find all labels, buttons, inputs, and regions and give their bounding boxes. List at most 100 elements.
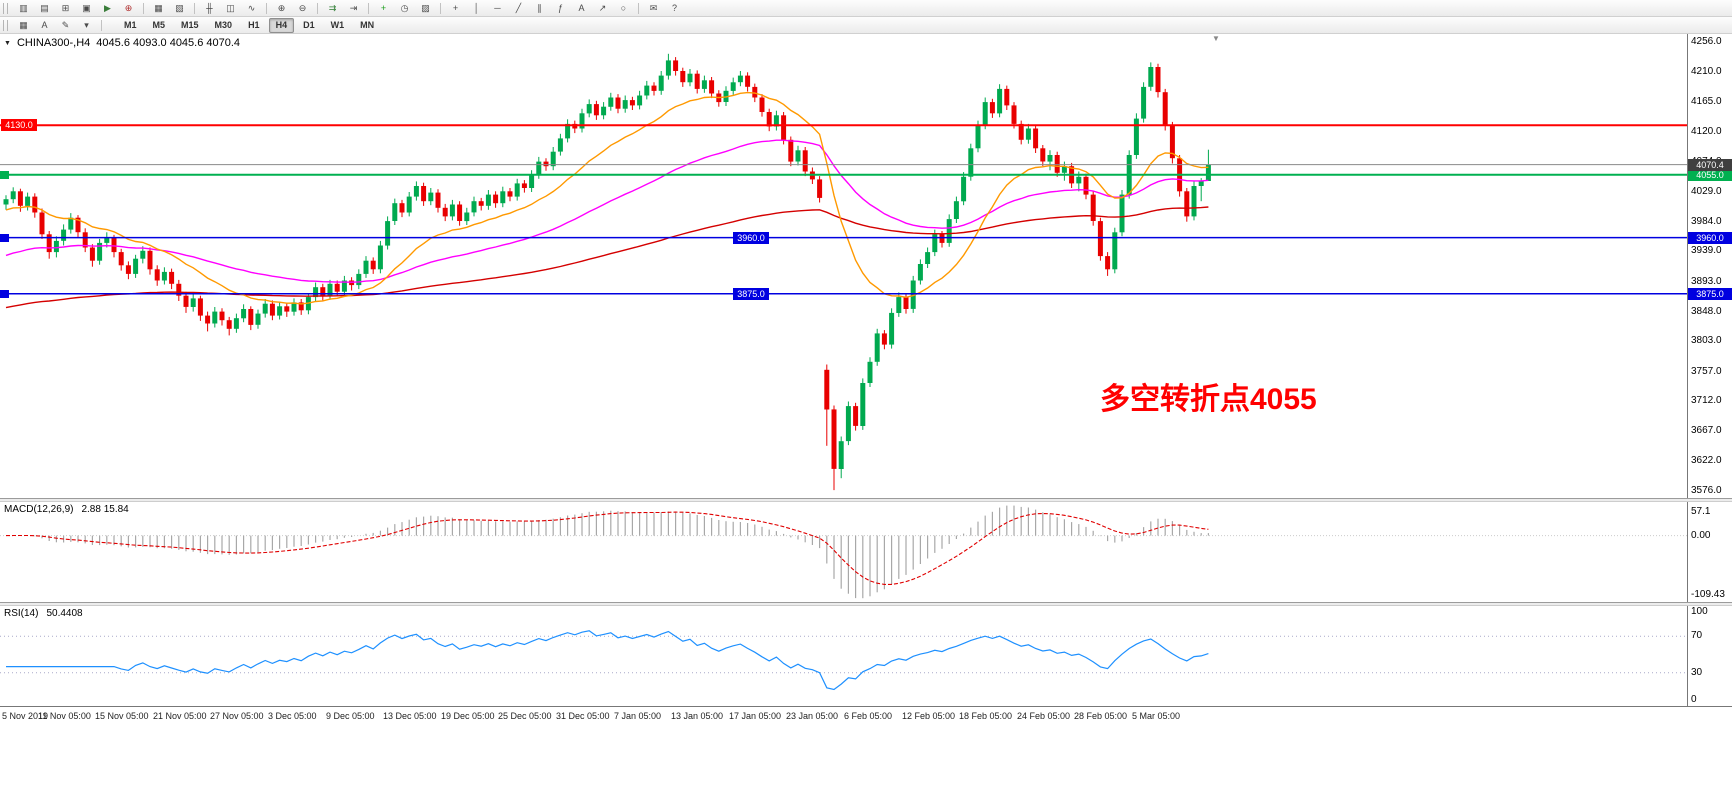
data-window-button[interactable]: ▤ <box>35 1 54 16</box>
price-tick-label: 4210.0 <box>1691 66 1722 77</box>
timeframe-h1-button[interactable]: H1 <box>248 19 260 30</box>
vertical-line-icon: │ <box>473 2 480 13</box>
zoom-out-icon: ⊖ <box>298 2 307 13</box>
market-watch-button[interactable]: ▥ <box>14 1 33 16</box>
rsi-tick-label: 30 <box>1691 667 1703 678</box>
font-button[interactable]: A <box>35 18 54 33</box>
zoom-in-button[interactable]: ⊕ <box>272 1 291 16</box>
axis-price-badge: 3960.0 <box>1688 232 1732 244</box>
toolbar-menu-icon: ▾ <box>84 19 89 30</box>
indicators-icon: + <box>380 2 387 13</box>
crosshair-button[interactable]: + <box>446 1 465 16</box>
templates-button[interactable]: ▨ <box>416 1 435 16</box>
terminal-button[interactable]: ▣ <box>77 1 96 16</box>
draw-button[interactable]: ✎ <box>56 18 75 33</box>
timeframe-h4-button[interactable]: H4 <box>268 17 295 33</box>
timeframe-m5-button[interactable]: M5 <box>152 19 166 30</box>
rsi-tick-label: 0 <box>1691 694 1697 705</box>
timeframe-w1-button[interactable]: W1 <box>330 19 345 30</box>
bars-chart-button[interactable]: ╫ <box>200 1 219 16</box>
toolbar-separator <box>101 19 102 31</box>
arrow-object-button[interactable]: ↗ <box>593 1 612 16</box>
line-chart-button[interactable]: ∿ <box>242 1 261 16</box>
help-button[interactable]: ? <box>665 1 684 16</box>
periods-icon: ◷ <box>400 2 409 13</box>
toolbar-separator <box>266 2 267 14</box>
line-price-badge-left: 4130.0 <box>1 119 37 131</box>
timeframe-d1-button[interactable]: D1 <box>303 19 315 30</box>
price-tick-label: 3622.0 <box>1691 455 1722 466</box>
toolbar-separator <box>317 2 318 14</box>
toolbar-grip[interactable] <box>3 19 8 31</box>
line-price-badge: 3875.0 <box>733 288 769 300</box>
price-tick-label: 4120.0 <box>1691 126 1722 137</box>
equidistant-channel-button[interactable]: ∥ <box>530 1 549 16</box>
new-chart-button[interactable]: ▦ <box>149 1 168 16</box>
indicators-button[interactable]: + <box>374 1 393 16</box>
timeframe-m1-button[interactable]: M1 <box>124 19 137 30</box>
alerts-button[interactable]: ✉ <box>644 1 663 16</box>
macd-values: 2.88 15.84 <box>81 504 129 515</box>
windows-list-button[interactable]: ▦ <box>14 18 33 33</box>
panel-separator[interactable] <box>0 602 1732 606</box>
toolbar-grip[interactable] <box>3 2 8 14</box>
time-tick-label: 5 Nov 2019 <box>2 711 49 721</box>
timeframe-m30-button[interactable]: M30 <box>214 19 233 30</box>
chart-window[interactable]: ▼ CHINA300-,H4 4045.6 4093.0 4045.6 4070… <box>0 33 1732 798</box>
time-tick-label: 12 Feb 05:00 <box>902 711 956 721</box>
strategy-tester-button[interactable]: ▶ <box>98 1 117 16</box>
chart-shift-button[interactable]: ⇥ <box>344 1 363 16</box>
text-label-button[interactable]: A <box>572 1 591 16</box>
navigator-button[interactable]: ⊞ <box>56 1 75 16</box>
macd-panel[interactable]: MACD(12,26,9) 2.88 15.84 57.1 0.00 -109.43 <box>0 502 1732 602</box>
fibonacci-button[interactable]: ƒ <box>551 1 570 16</box>
price-tick-label: 3893.0 <box>1691 276 1722 287</box>
trendline-button[interactable]: ╱ <box>509 1 528 16</box>
annotation-text[interactable]: 多空转折点4055 <box>1100 383 1317 416</box>
price-chart-canvas[interactable] <box>0 34 1687 498</box>
strategy-tester-icon: ▶ <box>104 2 111 13</box>
timeframe-mn-button[interactable]: MN <box>360 19 375 30</box>
zoom-in-icon: ⊕ <box>277 2 286 13</box>
profiles-button[interactable]: ▧ <box>170 1 189 16</box>
time-tick-label: 11 Nov 05:00 <box>38 711 91 721</box>
toolbar-separator <box>440 2 441 14</box>
chart-shift-marker-icon: ▼ <box>1212 34 1220 43</box>
time-tick-label: 28 Feb 05:00 <box>1074 711 1128 721</box>
macd-tick-label: -109.43 <box>1691 589 1725 600</box>
horizontal-line-button[interactable]: ─ <box>488 1 507 16</box>
chart-shift-icon: ⇥ <box>349 2 358 13</box>
rsi-panel[interactable]: RSI(14) 50.4408 100 70 30 0 <box>0 606 1732 706</box>
price-tick-label: 4029.0 <box>1691 186 1722 197</box>
price-panel[interactable]: ▼ CHINA300-,H4 4045.6 4093.0 4045.6 4070… <box>0 34 1732 498</box>
macd-title: MACD(12,26,9) 2.88 15.84 <box>4 504 129 515</box>
toolbar-separator <box>143 2 144 14</box>
time-tick-label: 19 Dec 05:00 <box>441 711 495 721</box>
auto-scroll-icon: ⇉ <box>328 2 337 13</box>
alerts-icon: ✉ <box>649 2 658 13</box>
auto-scroll-button[interactable]: ⇉ <box>323 1 342 16</box>
time-tick-label: 23 Jan 05:00 <box>786 711 839 721</box>
time-tick-label: 18 Feb 05:00 <box>959 711 1013 721</box>
axis-price-badge: 3875.0 <box>1688 288 1732 300</box>
zoom-out-button[interactable]: ⊖ <box>293 1 312 16</box>
rsi-canvas <box>0 630 1687 691</box>
price-tick-label: 3667.0 <box>1691 425 1722 436</box>
candlestick-chart-button[interactable]: ◫ <box>221 1 240 16</box>
time-tick-label: 25 Dec 05:00 <box>498 711 552 721</box>
time-tick-label: 24 Feb 05:00 <box>1017 711 1071 721</box>
new-order-button[interactable]: ⊕ <box>119 1 138 16</box>
panel-separator[interactable] <box>0 498 1732 502</box>
new-order-icon: ⊕ <box>124 2 133 13</box>
toolbar-menu-button[interactable]: ▾ <box>77 18 96 33</box>
time-tick-label: 5 Mar 05:00 <box>1132 711 1181 721</box>
timeframe-m15-button[interactable]: M15 <box>181 19 199 30</box>
vertical-line-button[interactable]: │ <box>467 1 486 16</box>
axis-price-badge: 4055.0 <box>1688 169 1732 181</box>
rsi-tick-label: 70 <box>1691 630 1703 641</box>
periods-button[interactable]: ◷ <box>395 1 414 16</box>
price-tick-label: 4165.0 <box>1691 96 1722 107</box>
horizontal-line-icon: ─ <box>494 2 501 13</box>
shapes-button[interactable]: ○ <box>614 1 633 16</box>
chart-menu-icon[interactable]: ▼ <box>4 39 11 47</box>
